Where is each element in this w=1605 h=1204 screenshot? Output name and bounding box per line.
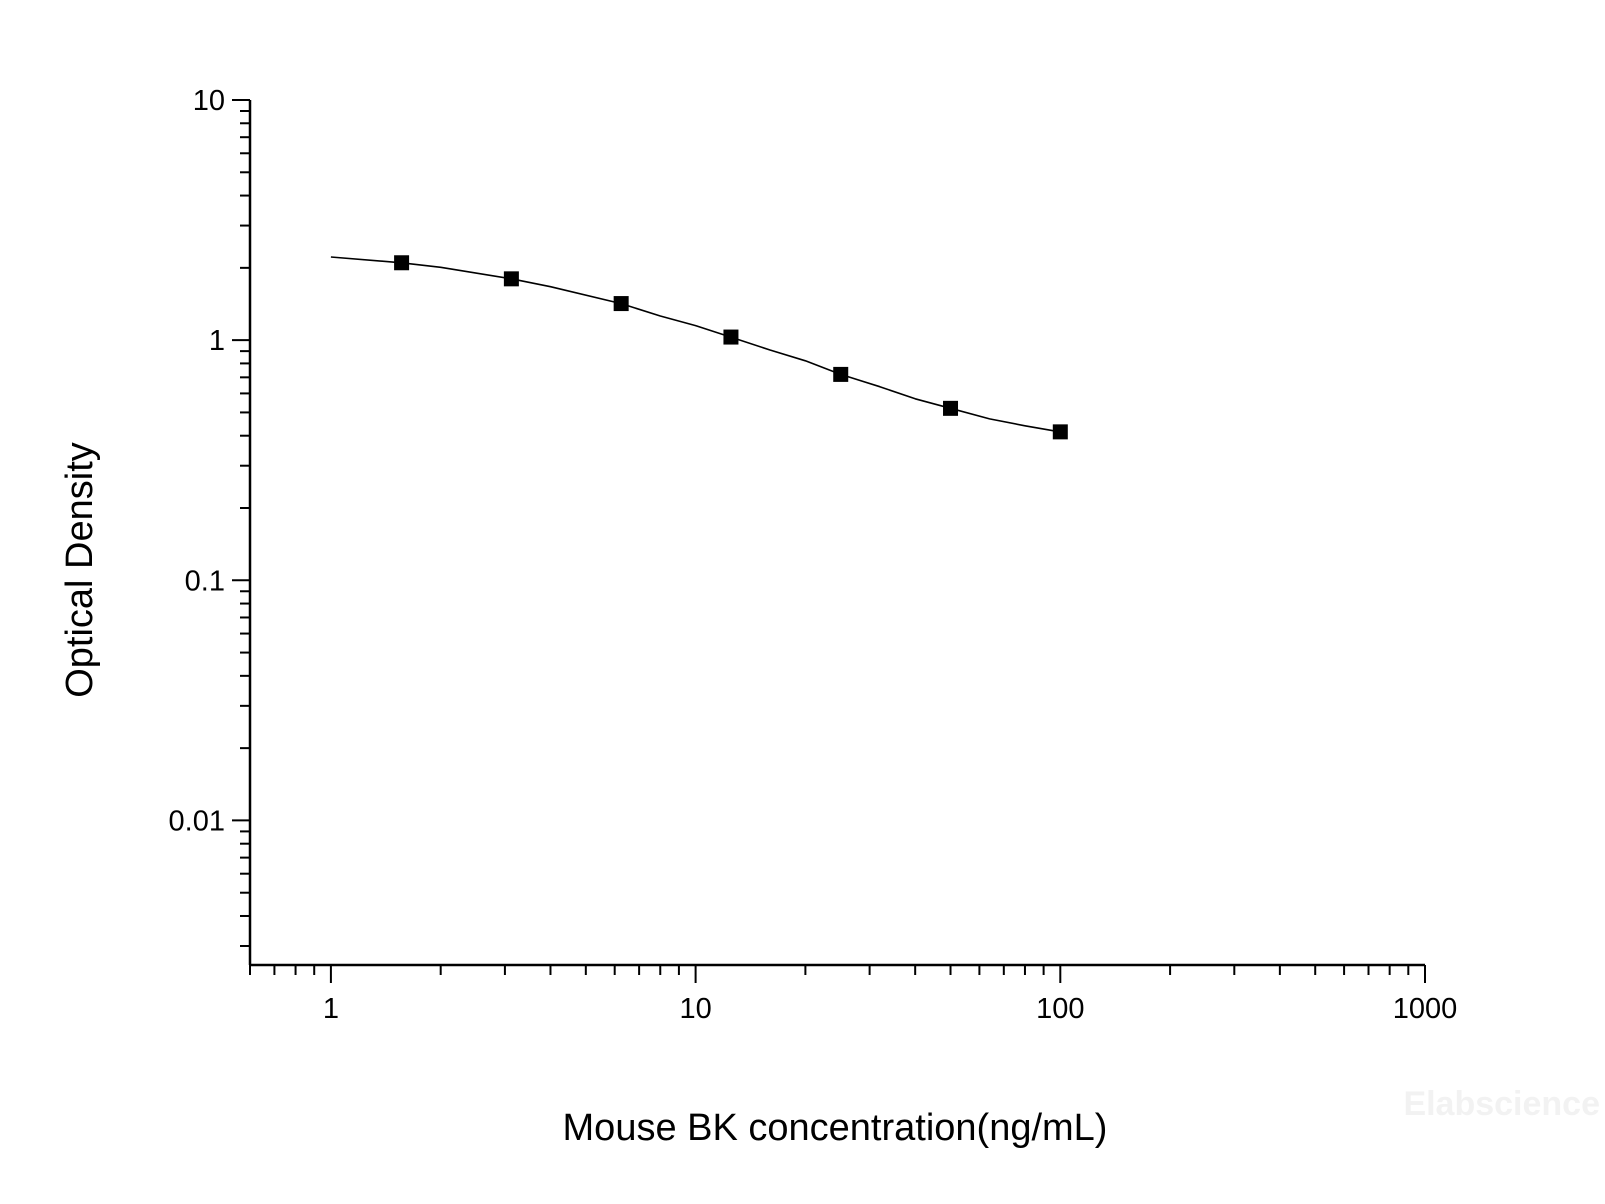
data-point xyxy=(503,271,519,287)
x-tick-label: 1000 xyxy=(1393,993,1458,1025)
watermark-text: Elabscience xyxy=(1403,1085,1600,1123)
x-axis-title: Mouse BK concentration(ng/mL) xyxy=(563,1107,1108,1149)
y-tick-label: 1 xyxy=(209,325,225,357)
y-tick-label: 0.1 xyxy=(185,565,225,597)
x-tick-label: 10 xyxy=(679,993,711,1025)
data-point xyxy=(394,255,410,271)
data-point xyxy=(833,366,849,382)
x-tick-label: 1 xyxy=(323,993,339,1025)
y-tick-label: 10 xyxy=(193,85,225,117)
x-tick-label: 100 xyxy=(1036,993,1084,1025)
y-tick-label: 0.01 xyxy=(169,805,225,837)
axes: 1 10 100 1000 0.01 0.1 1 10 xyxy=(169,85,1458,1025)
data-points-group xyxy=(394,255,1068,440)
data-point xyxy=(943,400,959,416)
data-point xyxy=(1052,424,1068,440)
y-axis-title: Optical Density xyxy=(59,442,101,698)
data-point xyxy=(723,329,739,345)
data-point xyxy=(613,296,629,312)
